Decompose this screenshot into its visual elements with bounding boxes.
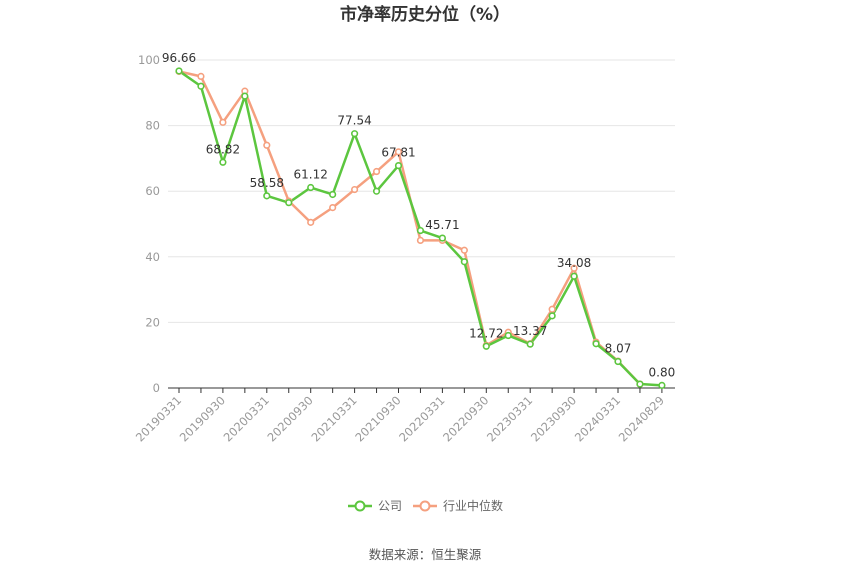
data-label: 34.08: [557, 256, 591, 270]
x-tick-label: 20240829: [616, 393, 667, 444]
series-point-0: [263, 192, 271, 200]
series-point-1: [219, 118, 227, 126]
series-point-0: [636, 380, 644, 388]
data-label: 96.66: [162, 51, 196, 65]
x-tick-label: 20190930: [177, 393, 228, 444]
y-axis-ticks: 0 20 40 60 80 100: [138, 53, 160, 395]
x-tick-label: 20230930: [528, 393, 579, 444]
series-line-1: [178, 70, 641, 385]
data-label: 8.07: [605, 342, 632, 356]
x-tick-label: 20220930: [440, 393, 491, 444]
x-tick-label: 20240331: [572, 393, 623, 444]
series-point-0: [592, 340, 600, 348]
x-tick-label: 20210930: [352, 393, 403, 444]
x-tick-label: 20220331: [396, 393, 447, 444]
series-point-0: [548, 312, 556, 320]
series-point-1: [416, 236, 425, 244]
legend-industry-label: 行业中位数: [443, 498, 503, 513]
series-point-0: [175, 67, 183, 75]
series-point-0: [526, 340, 534, 348]
series-points: [175, 67, 666, 389]
series-point-1: [263, 141, 271, 149]
data-label: 61.12: [294, 168, 328, 182]
y-tick-label: 0: [153, 381, 160, 395]
data-label: 13.37: [513, 324, 547, 338]
x-tick-label: 20210331: [308, 393, 359, 444]
series-point-0: [329, 190, 337, 199]
series-point-0: [351, 130, 359, 138]
series-point-0: [197, 82, 205, 90]
x-tick-label: 20200331: [221, 393, 272, 444]
x-tick-label: 20230331: [484, 393, 535, 444]
legend-company-marker: [354, 500, 366, 512]
series-point-0: [460, 258, 468, 266]
series-point-0: [570, 272, 578, 280]
data-label: 58.58: [250, 176, 284, 190]
series-point-1: [548, 305, 556, 313]
legend-company-label: 公司: [378, 499, 402, 513]
series-point-0: [504, 331, 512, 340]
y-tick-label: 60: [145, 184, 160, 198]
legend: 公司 行业中位数: [348, 498, 503, 513]
data-label: 68.82: [206, 142, 240, 156]
series-point-0: [416, 226, 425, 235]
data-labels: 96.66 68.82 58.58 61.12 77.54 67.81 45.71 12.72…: [162, 51, 675, 379]
data-label: 45.71: [425, 218, 459, 232]
series-point-0: [394, 161, 403, 170]
series-point-1: [394, 148, 403, 156]
series-point-1: [329, 204, 337, 212]
series-point-0: [307, 183, 315, 192]
series-point-0: [285, 199, 293, 207]
data-label: 67.81: [381, 146, 415, 160]
series-point-0: [219, 158, 227, 166]
series-point-0: [438, 234, 447, 242]
series-point-0: [482, 342, 490, 350]
legend-industry-marker: [419, 500, 431, 512]
data-label: 77.54: [337, 114, 371, 128]
y-tick-label: 100: [138, 53, 160, 67]
y-tick-label: 40: [145, 250, 160, 264]
source-text: 数据来源：恒生聚源: [369, 547, 482, 562]
y-tick-label: 20: [145, 315, 160, 329]
series-point-0: [241, 92, 249, 100]
data-label: 0.80: [649, 365, 676, 379]
x-tick-label: 20200930: [265, 393, 316, 444]
series-point-0: [614, 357, 622, 366]
series-point-1: [351, 185, 359, 194]
series-point-1: [197, 72, 205, 80]
series-point-0: [372, 187, 381, 195]
series-point-0: [658, 381, 666, 389]
series-point-1: [460, 246, 468, 254]
chart-title: 市净率历史分位（%）: [340, 4, 510, 25]
series-point-1: [570, 264, 578, 272]
x-tick-label: 20190331: [133, 393, 184, 444]
y-tick-label: 80: [145, 119, 160, 133]
data-label: 12.72: [469, 326, 503, 340]
x-axis: 2019033120190930202003312020093020210331…: [133, 387, 675, 445]
legend-item-industry-median[interactable]: 行业中位数: [413, 498, 503, 513]
series-point-1: [372, 167, 381, 176]
series-point-1: [307, 218, 315, 226]
legend-item-company[interactable]: 公司: [348, 499, 402, 513]
